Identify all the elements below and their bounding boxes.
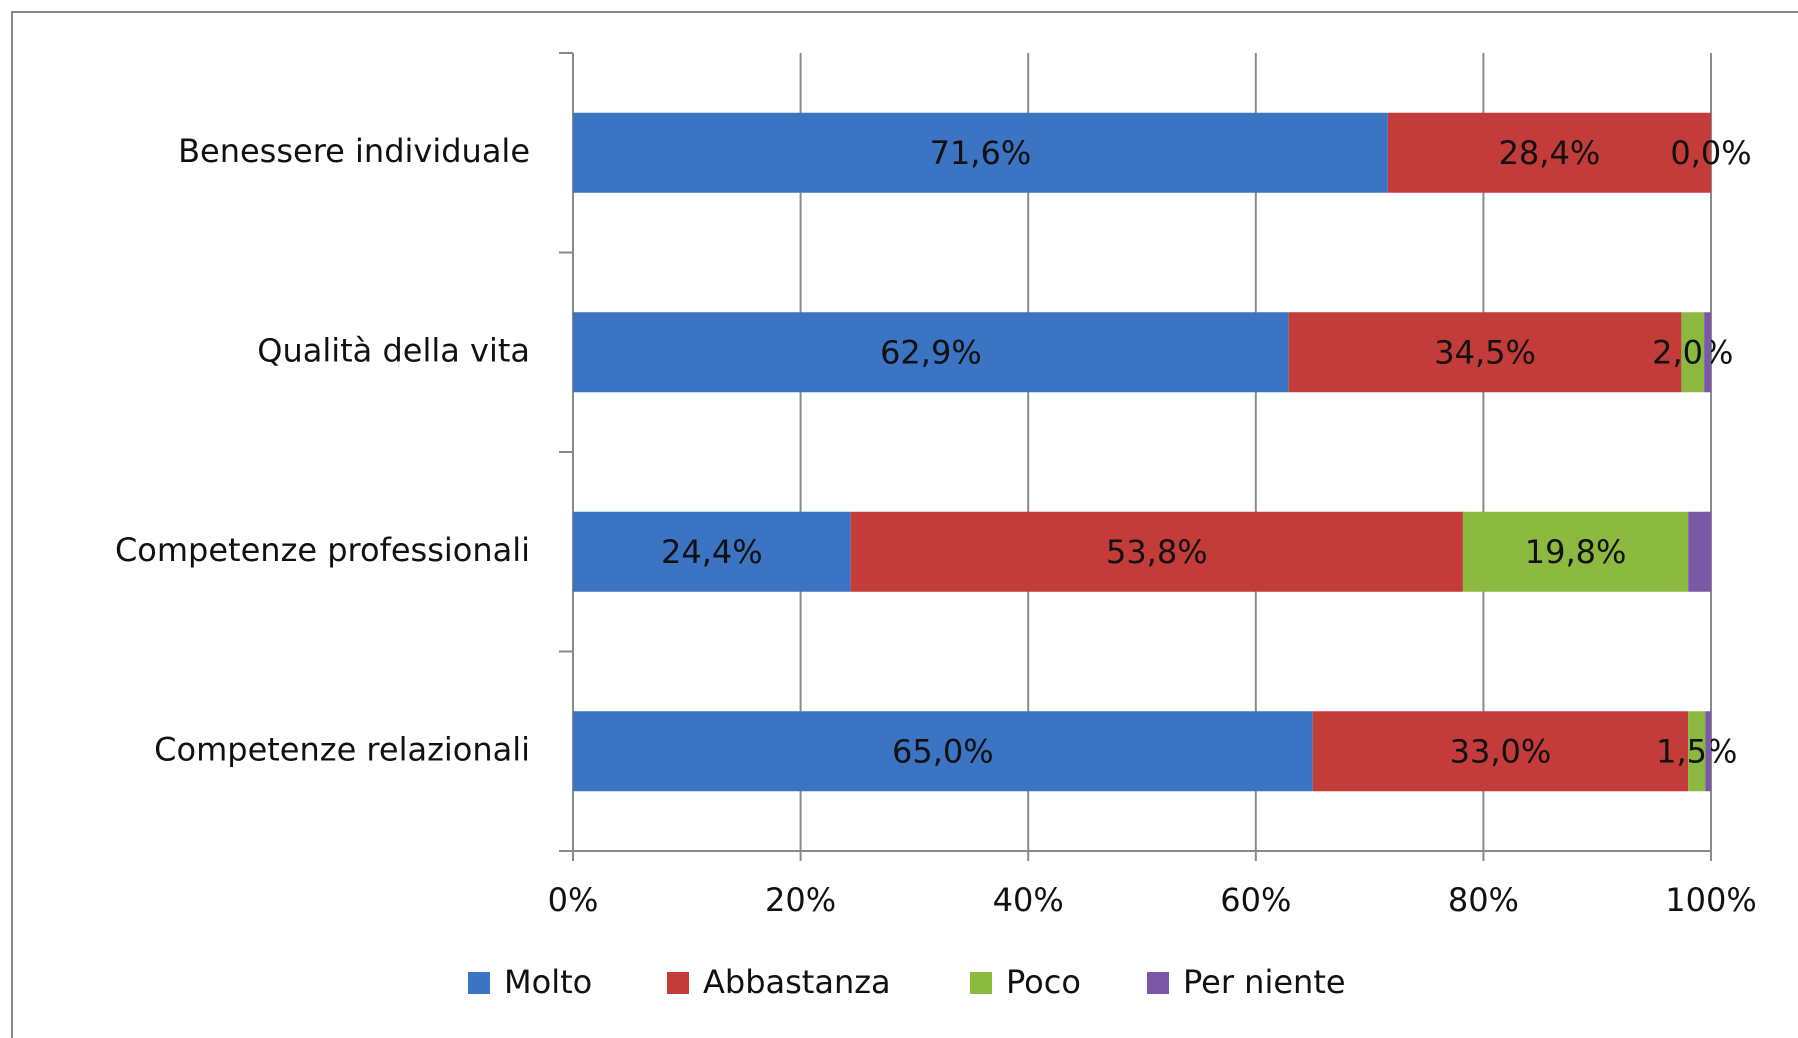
data-label: 33,0% bbox=[1450, 732, 1552, 770]
legend-swatch bbox=[667, 972, 689, 994]
x-tick-label: 20% bbox=[765, 881, 836, 919]
y-tick-label: Competenze professionali bbox=[115, 531, 530, 569]
data-label: 71,6% bbox=[930, 134, 1032, 172]
y-tick-label: Qualità della vita bbox=[257, 331, 530, 369]
legend-label: Molto bbox=[504, 963, 592, 1001]
data-label: 1,5% bbox=[1656, 732, 1737, 770]
data-label: 2,0% bbox=[1652, 333, 1733, 371]
bar-segment bbox=[573, 511, 851, 592]
data-label: 62,9% bbox=[880, 333, 982, 371]
bar-segment bbox=[1387, 112, 1711, 193]
bar-segment bbox=[1681, 312, 1705, 393]
bar-segment bbox=[573, 112, 1388, 193]
bar-segment bbox=[1704, 312, 1711, 393]
x-tick-label: 100% bbox=[1665, 881, 1756, 919]
bar-segment bbox=[573, 711, 1313, 792]
data-label: 65,0% bbox=[892, 732, 994, 770]
x-tick-label: 60% bbox=[1220, 881, 1291, 919]
data-label: 0,0% bbox=[1670, 134, 1751, 172]
bar-segment bbox=[1288, 312, 1682, 393]
bar-segment bbox=[1462, 511, 1689, 592]
bar-segment bbox=[850, 511, 1463, 592]
bar-segment bbox=[1705, 711, 1711, 792]
x-tick-label: 80% bbox=[1448, 881, 1519, 919]
legend-swatch bbox=[970, 972, 992, 994]
legend-label: Abbastanza bbox=[703, 963, 891, 1001]
frame bbox=[11, 11, 1798, 1038]
bar-segment bbox=[1688, 511, 1711, 592]
x-tick-label: 40% bbox=[993, 881, 1064, 919]
y-tick-label: Competenze relazionali bbox=[154, 730, 530, 768]
data-label: 24,4% bbox=[661, 533, 763, 571]
x-tick-label: 0% bbox=[548, 881, 599, 919]
bar-segment bbox=[573, 312, 1289, 393]
legend-label: Per niente bbox=[1183, 963, 1346, 1001]
data-label: 34,5% bbox=[1434, 333, 1536, 371]
legend-swatch bbox=[468, 972, 490, 994]
legend-label: Poco bbox=[1006, 963, 1081, 1001]
data-label: 53,8% bbox=[1106, 533, 1208, 571]
legend-swatch bbox=[1147, 972, 1169, 994]
y-tick-label: Benessere individuale bbox=[178, 132, 530, 170]
bar-segment bbox=[1312, 711, 1689, 792]
data-label: 19,8% bbox=[1525, 533, 1627, 571]
data-label: 28,4% bbox=[1499, 134, 1601, 172]
bar-segment bbox=[1688, 711, 1706, 792]
